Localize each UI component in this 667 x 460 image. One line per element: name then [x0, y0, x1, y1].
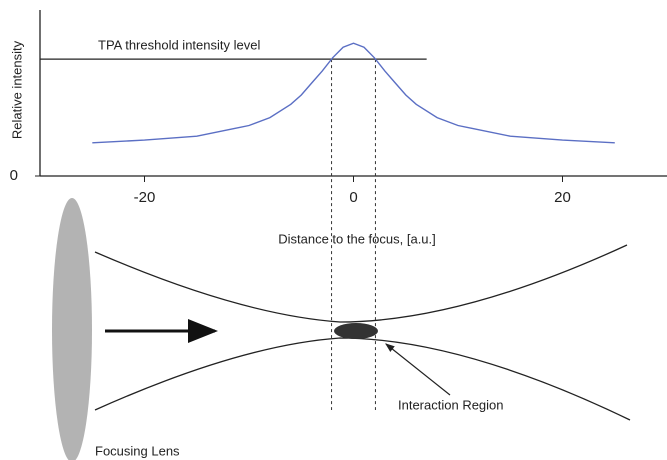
- beam-lower: [95, 338, 630, 420]
- region-pointer: [386, 344, 450, 395]
- y-tick-label: 0: [10, 167, 18, 184]
- x-tick-label: 20: [554, 189, 571, 206]
- x-tick-label: 0: [349, 189, 357, 206]
- figure: Relative intensity Distance to the focus…: [0, 0, 667, 460]
- interaction-region: [334, 323, 378, 339]
- x-axis-label: Distance to the focus, [a.u.]: [278, 231, 436, 246]
- lens: [52, 198, 92, 460]
- region-label: Interaction Region: [398, 397, 504, 412]
- y-axis-label: Relative intensity: [9, 40, 24, 139]
- intensity-curve: [92, 43, 615, 143]
- lens-label: Focusing Lens: [95, 443, 180, 458]
- threshold-label: TPA threshold intensity level: [98, 38, 260, 53]
- x-tick-label: -20: [134, 189, 156, 206]
- beam-upper: [95, 245, 627, 322]
